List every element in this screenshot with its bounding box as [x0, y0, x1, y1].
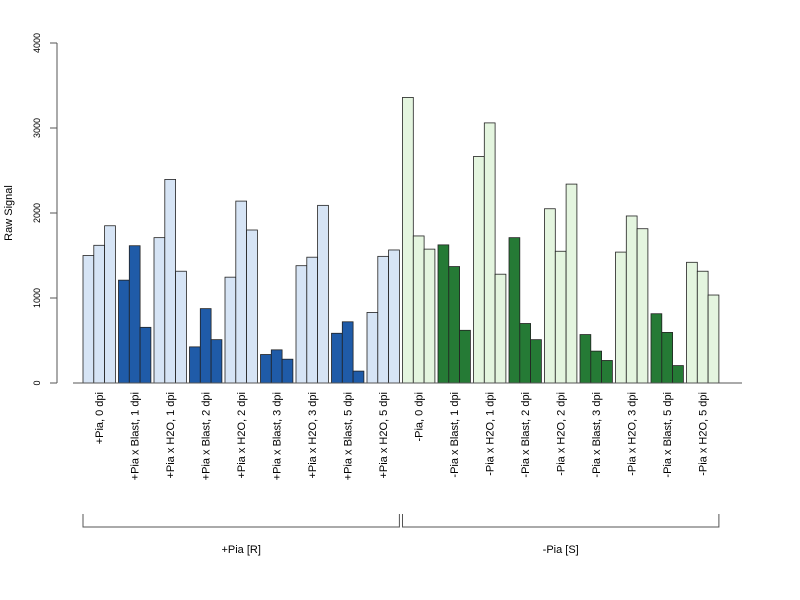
- bar: [483, 122, 496, 384]
- bars: [82, 97, 720, 384]
- bar: [189, 346, 201, 384]
- bar: [270, 349, 283, 384]
- x-tick-label: +Pia x H2O, 1 dpi: [165, 392, 177, 479]
- x-tick-label: +Pia x Blast, 5 dpi: [343, 392, 355, 480]
- bar: [402, 97, 414, 384]
- bar: [260, 354, 272, 384]
- bar: [423, 248, 436, 384]
- bar: [707, 294, 720, 384]
- y-tick-label: 2000: [32, 203, 42, 223]
- bar: [118, 279, 130, 384]
- bar: [686, 261, 698, 384]
- x-tick-label: +Pia x Blast, 2 dpi: [201, 392, 213, 480]
- bar: [565, 183, 578, 384]
- bar: [341, 321, 354, 384]
- x-tick-label: -Pia x H2O, 2 dpi: [556, 392, 568, 476]
- bar: [281, 358, 294, 384]
- bar: [331, 332, 343, 384]
- bar: [530, 339, 542, 384]
- bar: [601, 360, 613, 384]
- bar: [437, 244, 450, 384]
- bar: [579, 334, 592, 384]
- bar: [448, 266, 460, 384]
- bar: [366, 312, 379, 384]
- bar: [210, 339, 223, 384]
- bar: [199, 308, 212, 384]
- bar: [590, 350, 602, 384]
- x-tick-labels: +Pia, 0 dpi +Pia x Blast, 1 dpi +Pia x H2O…: [94, 392, 710, 480]
- bar: [412, 235, 425, 384]
- bar: [175, 270, 187, 384]
- bar: [459, 329, 471, 384]
- x-tick-label: +Pia x Blast, 3 dpi: [272, 392, 284, 480]
- bar: [139, 326, 152, 384]
- bar: [544, 208, 556, 384]
- bar: [508, 237, 521, 384]
- group-bracket: [82, 514, 400, 528]
- bar: [650, 313, 663, 384]
- group-label: -Pia [S]: [543, 544, 579, 556]
- x-tick-label: -Pia x Blast, 3 dpi: [591, 392, 603, 478]
- bar: [153, 237, 166, 384]
- y-tick-label: 0: [32, 380, 42, 385]
- x-tick-label: +Pia x H2O, 2 dpi: [236, 392, 248, 479]
- x-tick-label: -Pia, 0 dpi: [414, 392, 426, 442]
- bar: [661, 332, 673, 384]
- x-tick-label: -Pia x H2O, 3 dpi: [627, 392, 639, 476]
- x-tick-label: -Pia x Blast, 1 dpi: [449, 392, 461, 478]
- y-tick-label: 4000: [32, 33, 42, 53]
- bar: [317, 204, 329, 384]
- bar: [235, 200, 248, 384]
- x-tick-label: -Pia x Blast, 5 dpi: [662, 392, 674, 478]
- bar: [636, 228, 649, 384]
- y-tick-label: 3000: [32, 118, 42, 138]
- bar: [377, 255, 389, 384]
- x-tick-label: +Pia x H2O, 3 dpi: [307, 392, 319, 479]
- bar: [128, 245, 141, 384]
- bar: [352, 370, 365, 384]
- group-brackets: +Pia [R] -Pia [S]: [82, 514, 720, 556]
- bar: [473, 156, 485, 384]
- y-axis-label: Raw Signal: [3, 185, 15, 241]
- bar: [82, 255, 95, 384]
- bar: [246, 229, 258, 384]
- bar: [104, 225, 116, 384]
- bar: [519, 323, 531, 384]
- bar: [295, 265, 308, 384]
- x-tick-label: +Pia, 0 dpi: [94, 392, 106, 444]
- bar: [625, 215, 638, 384]
- bar: [306, 256, 318, 384]
- bar: [696, 270, 709, 384]
- x-tick-label: +Pia x H2O, 5 dpi: [378, 392, 390, 479]
- bar: [224, 276, 237, 384]
- bar: [494, 273, 507, 384]
- y-axis: 0 1000 2000 3000 4000: [32, 33, 58, 386]
- bar: [554, 250, 567, 384]
- x-tick-label: +Pia x Blast, 1 dpi: [130, 392, 142, 480]
- group-bracket: [402, 514, 720, 528]
- x-tick-label: -Pia x H2O, 5 dpi: [698, 392, 710, 476]
- bar: [93, 244, 106, 384]
- bar: [164, 179, 177, 384]
- bar: [672, 365, 684, 384]
- group-label: +Pia [R]: [221, 544, 260, 556]
- bar: [615, 251, 627, 384]
- y-tick-label: 1000: [32, 288, 42, 308]
- bar: [388, 249, 400, 384]
- x-tick-label: -Pia x Blast, 2 dpi: [520, 392, 532, 478]
- x-tick-label: -Pia x H2O, 1 dpi: [485, 392, 497, 476]
